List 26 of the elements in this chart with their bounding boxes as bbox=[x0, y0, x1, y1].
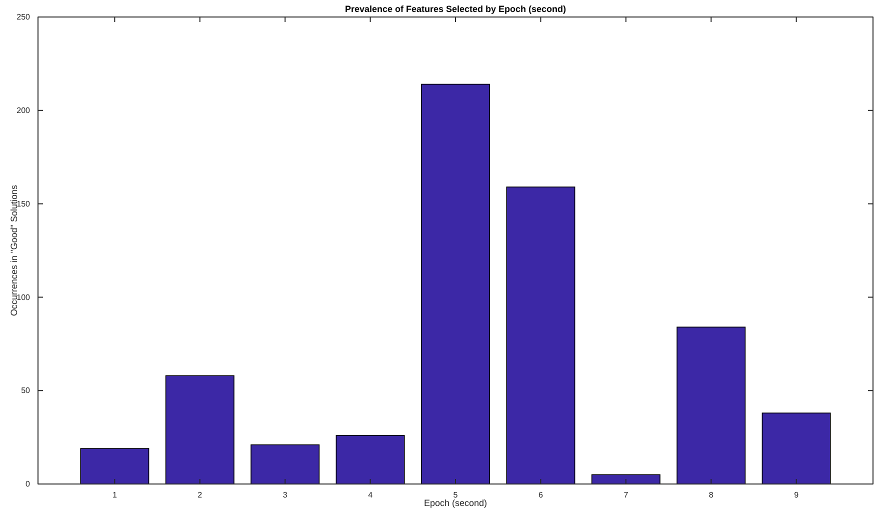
bar bbox=[165, 375, 234, 484]
y-tick-label: 150 bbox=[16, 199, 31, 208]
x-tick-label: 5 bbox=[453, 490, 458, 500]
x-tick-label: 7 bbox=[624, 490, 629, 500]
chart-title: Prevalence of Features Selected by Epoch (second) bbox=[344, 4, 566, 14]
y-tick-label: 250 bbox=[16, 12, 31, 22]
bar bbox=[591, 474, 660, 484]
bar bbox=[250, 444, 320, 484]
bar bbox=[336, 435, 405, 484]
bar bbox=[762, 412, 831, 484]
x-axis-title: Epoch (second) bbox=[424, 498, 488, 508]
x-tick-label: 3 bbox=[282, 490, 288, 500]
bar bbox=[421, 84, 490, 484]
y-tick-label: 50 bbox=[21, 386, 31, 396]
y-tick-label: 0 bbox=[26, 480, 31, 489]
x-tick-label: 9 bbox=[794, 490, 800, 500]
x-tick-label: 6 bbox=[538, 490, 544, 500]
x-tick-label: 2 bbox=[198, 490, 203, 500]
x-tick-label: 8 bbox=[708, 490, 714, 500]
bar bbox=[506, 186, 576, 484]
y-tick-label: 100 bbox=[16, 292, 31, 302]
bar bbox=[80, 448, 150, 484]
bar bbox=[676, 326, 746, 484]
x-tick-label: 1 bbox=[112, 490, 118, 500]
x-tick-label: 4 bbox=[368, 490, 374, 500]
y-tick-label: 200 bbox=[16, 106, 31, 115]
